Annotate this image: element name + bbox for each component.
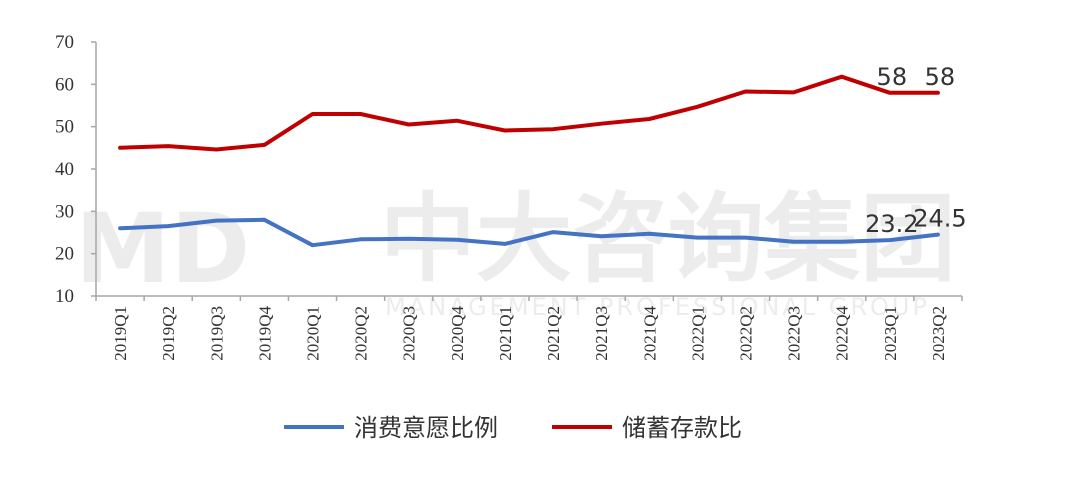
x-tick-label: 2020Q4 <box>448 306 467 361</box>
x-tick-label: 2019Q1 <box>111 306 130 361</box>
x-tick-label: 2022Q3 <box>785 306 804 361</box>
y-ticks: 10 20 30 40 50 60 70 <box>55 32 96 307</box>
data-labels: 23.224.5 58 58 <box>865 63 967 238</box>
y-tick-label: 70 <box>55 32 74 53</box>
x-tick-label: 2020Q2 <box>352 306 371 361</box>
x-tick-label: 2021Q4 <box>640 306 659 361</box>
data-label: 24.5 <box>913 205 966 233</box>
x-tick-label: 2019Q3 <box>207 306 226 361</box>
x-tick-label: 2020Q1 <box>304 306 323 361</box>
watermark-subtitle: MANAGEMENT PROFESSIONAL GROUP <box>385 293 930 321</box>
y-tick-label: 20 <box>55 244 74 265</box>
x-ticks: 2019Q1 2019Q2 2019Q3 2019Q4 2020Q1 2020Q2 2020… <box>95 296 963 361</box>
x-tick-label: 2020Q3 <box>400 306 419 361</box>
series-line-0 <box>118 217 940 248</box>
x-tick-label: 2019Q2 <box>159 306 178 361</box>
y-tick-label: 10 <box>55 286 74 307</box>
y-tick-label: 50 <box>55 117 74 138</box>
x-tick-label: 2023Q1 <box>881 306 900 361</box>
x-tick-label: 2022Q4 <box>833 306 852 361</box>
x-tick-label: 2022Q1 <box>688 306 707 361</box>
series-line-1 <box>118 74 940 152</box>
legend: 消费意愿比例 储蓄存款比 <box>284 414 742 442</box>
data-label: 58 <box>925 63 956 91</box>
watermark-name: 中大咨询集团 <box>380 183 956 295</box>
x-tick-label: 2022Q2 <box>737 306 756 361</box>
x-tick-label: 2021Q3 <box>592 306 611 361</box>
data-label: 23.2 <box>865 210 918 238</box>
y-tick-label: 40 <box>55 159 74 180</box>
legend-label-savings: 储蓄存款比 <box>622 414 742 442</box>
x-tick-label: 2021Q1 <box>496 306 515 361</box>
x-tick-label: 2023Q2 <box>929 306 948 361</box>
y-tick-label: 60 <box>55 74 74 95</box>
watermark-logo: MD <box>75 193 250 305</box>
x-tick-label: 2021Q2 <box>544 306 563 361</box>
series-lines <box>118 74 940 248</box>
watermark: MD 中大咨询集团 MANAGEMENT PROFESSIONAL GROUP <box>75 183 956 321</box>
x-tick-label: 2019Q4 <box>255 306 274 361</box>
y-tick-label: 30 <box>55 201 74 222</box>
legend-label-consumption: 消费意愿比例 <box>354 414 498 442</box>
data-label: 58 <box>877 63 908 91</box>
